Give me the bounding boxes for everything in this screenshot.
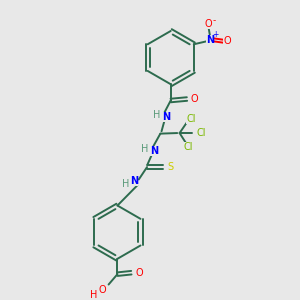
- Text: H: H: [141, 144, 148, 154]
- Text: O: O: [190, 94, 198, 104]
- Text: O: O: [136, 268, 143, 278]
- Text: Cl: Cl: [183, 142, 193, 152]
- Text: -: -: [212, 16, 215, 26]
- Text: N: N: [162, 112, 170, 122]
- Text: H: H: [153, 110, 160, 120]
- Text: O: O: [205, 20, 212, 29]
- Text: H: H: [90, 290, 98, 300]
- Text: N: N: [150, 146, 158, 156]
- Text: H: H: [122, 179, 129, 189]
- Text: Cl: Cl: [196, 128, 206, 138]
- Text: N: N: [130, 176, 138, 186]
- Text: S: S: [168, 162, 174, 172]
- Text: N: N: [206, 35, 214, 45]
- Text: O: O: [224, 36, 231, 46]
- Text: O: O: [99, 285, 106, 296]
- Text: Cl: Cl: [186, 114, 196, 124]
- Text: +: +: [212, 30, 219, 39]
